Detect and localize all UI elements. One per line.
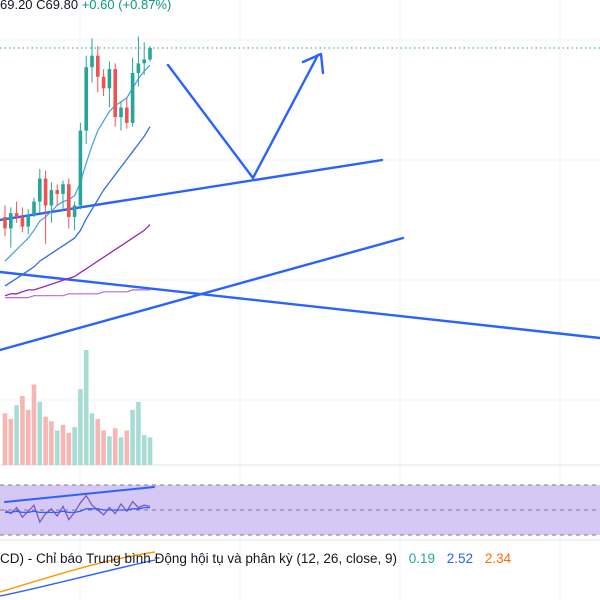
macd-signal-value: 2.34	[484, 551, 512, 566]
macd-label: CD) - Chỉ báo Trung bình Động hội tụ và …	[0, 551, 397, 566]
candle-body	[84, 67, 88, 131]
volume-bar	[89, 413, 95, 466]
volume-bar	[20, 396, 25, 465]
macd-pane	[0, 551, 156, 597]
candle-body	[49, 190, 54, 206]
volume-bar	[31, 384, 37, 465]
moving-averages	[4, 64, 151, 299]
volume-bar	[124, 430, 130, 465]
candle-body	[43, 178, 48, 206]
volume-bar	[130, 409, 135, 465]
ma-slow-line	[4, 224, 151, 297]
volume-bar	[95, 419, 101, 465]
candle-body	[9, 213, 13, 229]
ohlc-legend: 69.20 C69.80 +0.60 (+0.87%)	[0, 0, 171, 12]
candle-body	[130, 73, 135, 123]
macd-legend: CD) - Chỉ báo Trung bình Động hội tụ và …	[0, 551, 511, 566]
volume-bar	[136, 401, 141, 466]
macd-signal-curve	[0, 551, 156, 593]
candle-body	[14, 213, 19, 217]
volume-bar	[66, 432, 72, 465]
volume-bar	[49, 421, 54, 465]
volume-bar	[60, 424, 66, 466]
candle-body	[90, 55, 94, 68]
rsi-trendline	[4, 486, 155, 503]
candle-body	[78, 130, 83, 206]
volume-bar	[83, 350, 89, 465]
trendline-upper	[0, 158, 384, 222]
volume-bar	[78, 389, 83, 465]
volume-bar	[107, 436, 112, 466]
volume-bar	[2, 413, 8, 466]
candle-body	[32, 201, 36, 215]
candle-body	[142, 59, 146, 64]
macd-line-value: 2.52	[446, 551, 474, 566]
candle-body	[113, 69, 117, 118]
volume-bar	[54, 430, 60, 465]
volume-bar	[141, 435, 147, 465]
price-change: +0.60 (+0.87%)	[81, 0, 172, 12]
macd-line-curve	[0, 559, 156, 597]
ma-mid-line	[4, 126, 151, 287]
volume-bar	[147, 437, 153, 465]
ma-fast-line	[4, 64, 151, 262]
candle-body	[26, 215, 30, 227]
candle-body	[125, 107, 129, 123]
volume-bar	[37, 401, 43, 466]
volume-bar	[14, 405, 19, 465]
volume-bar	[72, 427, 77, 466]
drawing-lines	[0, 52, 600, 352]
candle-body	[55, 190, 59, 194]
rsi-signal-line	[5, 506, 150, 514]
volume-bar	[112, 428, 118, 465]
candle-body	[101, 76, 106, 89]
candle-body	[136, 63, 141, 73]
ohlc-values: 69.20 C69.80	[0, 0, 79, 12]
candle-body	[107, 69, 112, 89]
volume-bar	[43, 416, 48, 465]
volume-bar	[25, 409, 31, 465]
projection-arrowhead	[301, 52, 325, 75]
volume-bar	[118, 437, 124, 465]
candles	[3, 36, 152, 248]
candle-body	[20, 217, 25, 227]
trendline-descending	[0, 270, 600, 340]
projection-path	[166, 53, 320, 180]
candle-body	[72, 205, 77, 217]
candle-body	[96, 55, 100, 77]
candle-body	[67, 184, 71, 217]
candle-body	[148, 48, 152, 60]
volume-bar	[8, 419, 14, 465]
candle-body	[3, 217, 7, 229]
candle-body	[38, 178, 42, 202]
ma-long-line	[5, 289, 150, 299]
macd-histogram-value: 0.19	[408, 551, 436, 566]
volume-bar	[101, 430, 106, 465]
volume-bars	[2, 350, 153, 466]
rsi-pane	[0, 484, 600, 536]
candle-body	[61, 184, 65, 194]
candle-body	[119, 107, 123, 118]
